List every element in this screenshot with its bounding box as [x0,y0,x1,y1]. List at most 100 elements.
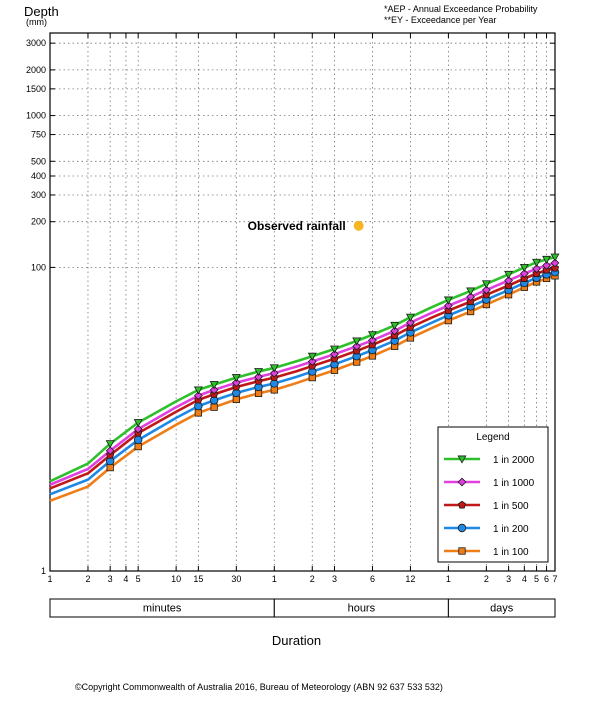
duration-group-label: hours [348,603,376,615]
series-point [466,297,475,306]
series-point [232,395,240,404]
legend-label: 1 in 500 [493,501,529,512]
series-line [49,266,556,490]
series-point [390,321,400,330]
series-point [330,349,339,359]
x-tick-label: 30 [231,574,241,584]
series-line [49,261,556,486]
series-point [542,255,552,264]
duration-group-label: days [490,603,514,615]
series-point [542,261,551,270]
legend-title: Legend [476,432,509,443]
series-point [481,280,491,289]
series-point [105,446,115,456]
series-point [352,337,362,346]
legend-marker [457,523,467,533]
series-point [368,335,377,345]
series-point [466,292,475,302]
series-point [466,287,476,296]
series-point [307,352,317,361]
x-tick-label: 12 [405,574,415,584]
series-point [193,391,203,400]
series-point [193,386,203,395]
series-point [231,378,241,388]
series-point [210,403,218,411]
y-tick-label: 400 [31,171,46,181]
legend-marker [457,500,467,509]
series-point [106,463,114,472]
series-point [269,368,279,378]
series-point [133,424,143,434]
series-point [269,364,279,373]
series-point [209,381,219,390]
x-tick-label: 5 [136,574,141,584]
y-tick-label: 1500 [26,84,46,94]
y-tick-label: 750 [31,130,46,140]
series-point [352,341,362,351]
series-point [194,401,203,411]
series-line [49,274,556,503]
observed-rainfall-point [353,220,364,231]
x-tick-label: 2 [85,574,90,584]
legend-box [437,426,549,563]
x-tick-label: 3 [108,574,113,584]
series-line [49,255,556,483]
series-point [405,313,415,322]
series-point [133,435,143,445]
x-tick-label: 15 [193,574,203,584]
x-tick-label: 1 [446,574,451,584]
series-point [519,263,529,273]
series-point [550,263,560,272]
series-point [254,372,263,382]
series-point [105,440,115,449]
x-tick-label: 4 [123,574,128,584]
y-tick-label: 1000 [26,111,46,121]
ey-note: **EY - Exceedance per Year [384,15,497,25]
series-point [133,419,143,428]
plot-frame [49,32,556,572]
legend-label: 1 in 1000 [493,478,535,489]
series-point [532,258,542,267]
series-point [504,276,513,285]
series-point [532,264,541,274]
y-tick-label: 500 [31,156,46,166]
series-point [443,296,453,305]
series-point [390,326,400,336]
y-axis-unit: (mm) [26,17,47,27]
series-point [330,345,339,354]
series-point [504,270,514,279]
series-point [520,274,529,282]
y-tick-label: 2000 [26,65,46,75]
duration-group-box [447,598,556,618]
series-point [307,357,317,366]
x-tick-label: 2 [484,574,489,584]
x-tick-label: 6 [370,574,375,584]
series-point [482,290,491,299]
x-tick-label: 4 [522,574,527,584]
y-tick-label: 3000 [26,38,46,48]
observed-rainfall-label: Observed rainfall [248,219,346,233]
x-tick-label: 3 [506,574,511,584]
y-tick-label: 100 [31,262,46,272]
y-tick-label: 200 [31,217,46,227]
x-tick-label: 5 [534,574,539,584]
series-point [134,442,142,451]
series-point [231,374,241,383]
series-point [532,269,541,278]
x-axis-label: Duration [271,633,322,648]
duration-group-label: minutes [143,603,182,615]
series-point [482,285,491,295]
legend-marker [457,477,467,487]
copyright-notice: ©Copyright Commonwealth of Australia 201… [75,682,443,692]
series-point [194,409,202,417]
series-point [550,258,560,268]
x-tick-label: 1 [47,574,52,584]
series-point [209,385,219,395]
series-point [254,368,264,377]
series-point [406,323,415,331]
x-tick-label: 1 [272,574,277,584]
x-tick-label: 6 [544,574,549,584]
series-point [504,281,513,289]
legend-label: 1 in 100 [493,547,529,558]
